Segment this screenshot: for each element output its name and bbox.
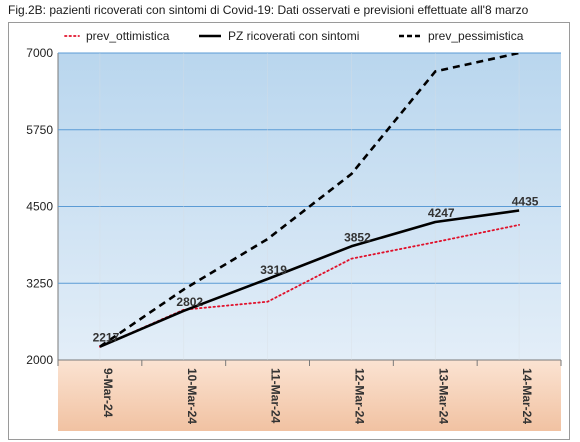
y-tick-label: 7000 xyxy=(26,46,53,60)
x-tick-label: 10-Mar-24 xyxy=(185,368,199,424)
legend-label: prev_pessimistica xyxy=(428,29,524,43)
x-axis-band xyxy=(58,360,561,431)
legend-label: PZ ricoverati con sintomi xyxy=(228,29,359,43)
x-tick-label: 13-Mar-24 xyxy=(436,368,450,424)
data-label: 2217 xyxy=(93,331,120,345)
data-label: 4247 xyxy=(428,206,455,220)
data-label: 4435 xyxy=(512,194,539,208)
data-label: 2802 xyxy=(176,295,203,309)
x-tick-label: 12-Mar-24 xyxy=(352,368,366,424)
data-label: 3319 xyxy=(260,263,287,277)
data-label: 3852 xyxy=(344,230,371,244)
y-tick-label: 3250 xyxy=(26,276,53,290)
legend-label: prev_ottimistica xyxy=(86,29,170,43)
y-tick-label: 4500 xyxy=(26,200,53,214)
x-tick-label: 14-Mar-24 xyxy=(520,368,534,424)
chart-container: 7000 5750 4500 3250 2000 9-Mar-24 10-Mar-24 11… xyxy=(8,22,570,440)
x-tick-label: 9-Mar-24 xyxy=(101,368,115,418)
y-tick-label: 2000 xyxy=(26,353,53,367)
x-tick-label: 11-Mar-24 xyxy=(269,368,283,424)
chart-title: Fig.2B: pazienti ricoverati con sintomi … xyxy=(8,3,529,17)
line-chart: 7000 5750 4500 3250 2000 9-Mar-24 10-Mar-24 11… xyxy=(26,29,562,431)
series-line-2 xyxy=(99,53,520,348)
series-line-1 xyxy=(99,209,520,348)
y-tick-label: 5750 xyxy=(26,123,53,137)
